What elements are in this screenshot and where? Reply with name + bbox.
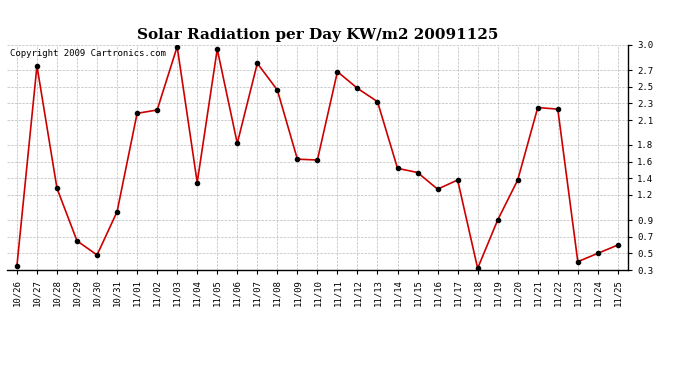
Text: Copyright 2009 Cartronics.com: Copyright 2009 Cartronics.com	[10, 50, 166, 58]
Title: Solar Radiation per Day KW/m2 20091125: Solar Radiation per Day KW/m2 20091125	[137, 28, 498, 42]
